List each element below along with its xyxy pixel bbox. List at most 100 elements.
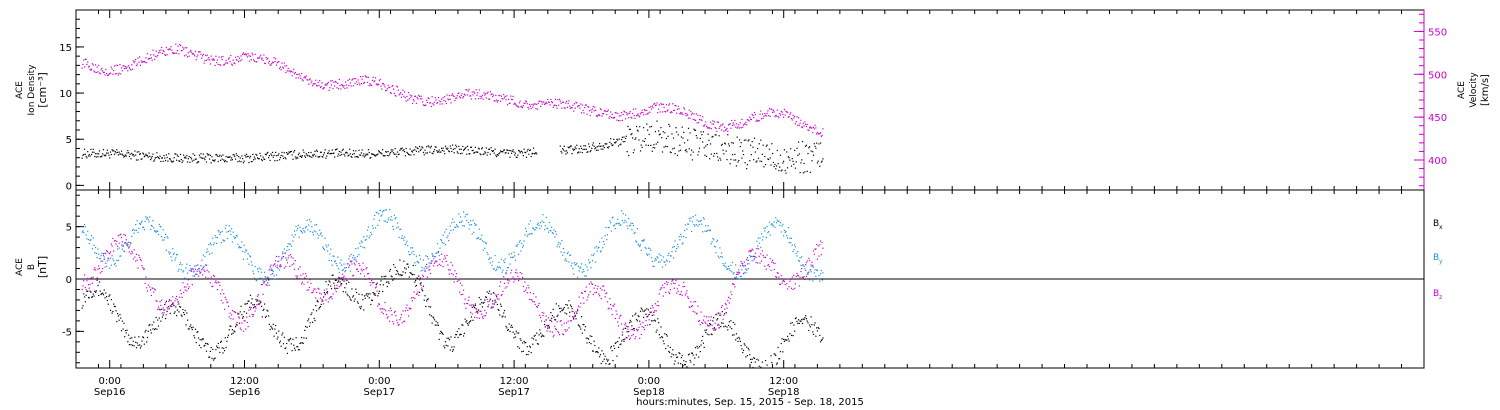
- data-point: [650, 249, 652, 251]
- data-point: [363, 275, 366, 277]
- data-point: [400, 314, 403, 316]
- data-point: [181, 49, 183, 52]
- data-point: [542, 101, 544, 103]
- data-point: [359, 154, 361, 156]
- data-point: [749, 160, 751, 162]
- data-point: [345, 266, 348, 269]
- data-point: [809, 126, 811, 128]
- data-point: [440, 147, 443, 149]
- data-point: [462, 224, 464, 227]
- data-point: [119, 153, 121, 155]
- data-point: [154, 231, 156, 233]
- data-point: [672, 282, 675, 284]
- data-point: [341, 269, 344, 271]
- data-point: [214, 64, 216, 67]
- data-point: [525, 100, 527, 102]
- data-point: [720, 159, 722, 161]
- data-point: [414, 95, 416, 97]
- data-point: [580, 302, 582, 304]
- data-point: [339, 154, 341, 156]
- data-point: [746, 355, 749, 357]
- data-point: [256, 268, 259, 270]
- data-point: [665, 104, 668, 106]
- data-point: [645, 248, 647, 250]
- data-point: [248, 55, 250, 57]
- data-point: [261, 316, 263, 318]
- data-point: [202, 153, 204, 155]
- data-point: [190, 269, 193, 271]
- data-point: [687, 127, 690, 129]
- data-point: [564, 328, 566, 331]
- data-point: [241, 314, 243, 316]
- data-point: [159, 225, 161, 227]
- data-point: [367, 153, 369, 155]
- data-point: [432, 254, 434, 256]
- data-point: [97, 268, 99, 270]
- data-point: [276, 266, 278, 268]
- data-point: [573, 312, 576, 314]
- data-point: [488, 98, 490, 100]
- data-point: [634, 138, 636, 140]
- data-point: [270, 325, 272, 327]
- data-point: [459, 148, 461, 150]
- data-point: [272, 323, 274, 325]
- data-point: [283, 336, 285, 338]
- data-point: [627, 113, 629, 115]
- data-point: [188, 55, 190, 57]
- data-point: [148, 221, 150, 223]
- data-point: [702, 335, 704, 338]
- data-point: [157, 230, 159, 233]
- data-point: [486, 291, 488, 293]
- data-point: [797, 251, 799, 253]
- data-point: [431, 252, 433, 255]
- data-point: [782, 280, 784, 282]
- data-point: [191, 160, 193, 162]
- data-point: [215, 349, 217, 351]
- y-tick-label: 10: [59, 89, 72, 100]
- data-point: [279, 264, 281, 266]
- data-point: [612, 304, 614, 307]
- data-point: [461, 284, 463, 286]
- data-point: [644, 324, 646, 327]
- data-point: [96, 277, 98, 279]
- data-point: [155, 231, 157, 233]
- data-point: [382, 154, 384, 157]
- data-point: [581, 332, 583, 334]
- data-point: [179, 44, 182, 47]
- data-point: [579, 326, 581, 328]
- data-point: [427, 97, 429, 99]
- data-point: [162, 160, 164, 162]
- data-point: [242, 250, 244, 253]
- data-point: [586, 151, 588, 153]
- data-point: [655, 310, 657, 312]
- data-point: [459, 96, 461, 98]
- data-point: [590, 281, 592, 283]
- data-point: [701, 119, 703, 122]
- data-point: [319, 155, 321, 158]
- data-point: [150, 57, 153, 59]
- data-point: [105, 68, 107, 71]
- data-point: [308, 325, 311, 327]
- data-point: [378, 303, 381, 305]
- data-point: [174, 52, 176, 54]
- data-point: [665, 259, 668, 261]
- data-point: [312, 83, 314, 85]
- data-point: [159, 52, 161, 54]
- data-point: [501, 293, 503, 296]
- data-point: [724, 262, 727, 264]
- data-point: [90, 69, 92, 71]
- data-point: [107, 152, 109, 154]
- data-point: [221, 158, 223, 160]
- data-point: [432, 152, 434, 155]
- data-point: [797, 322, 799, 325]
- data-point: [124, 241, 127, 244]
- data-point: [553, 334, 555, 336]
- data-point: [624, 324, 626, 326]
- data-point: [374, 214, 376, 216]
- data-point: [85, 289, 87, 291]
- data-point: [620, 143, 622, 145]
- data-point: [670, 283, 672, 285]
- data-point: [276, 62, 278, 64]
- data-point: [303, 151, 305, 153]
- data-point: [127, 70, 129, 72]
